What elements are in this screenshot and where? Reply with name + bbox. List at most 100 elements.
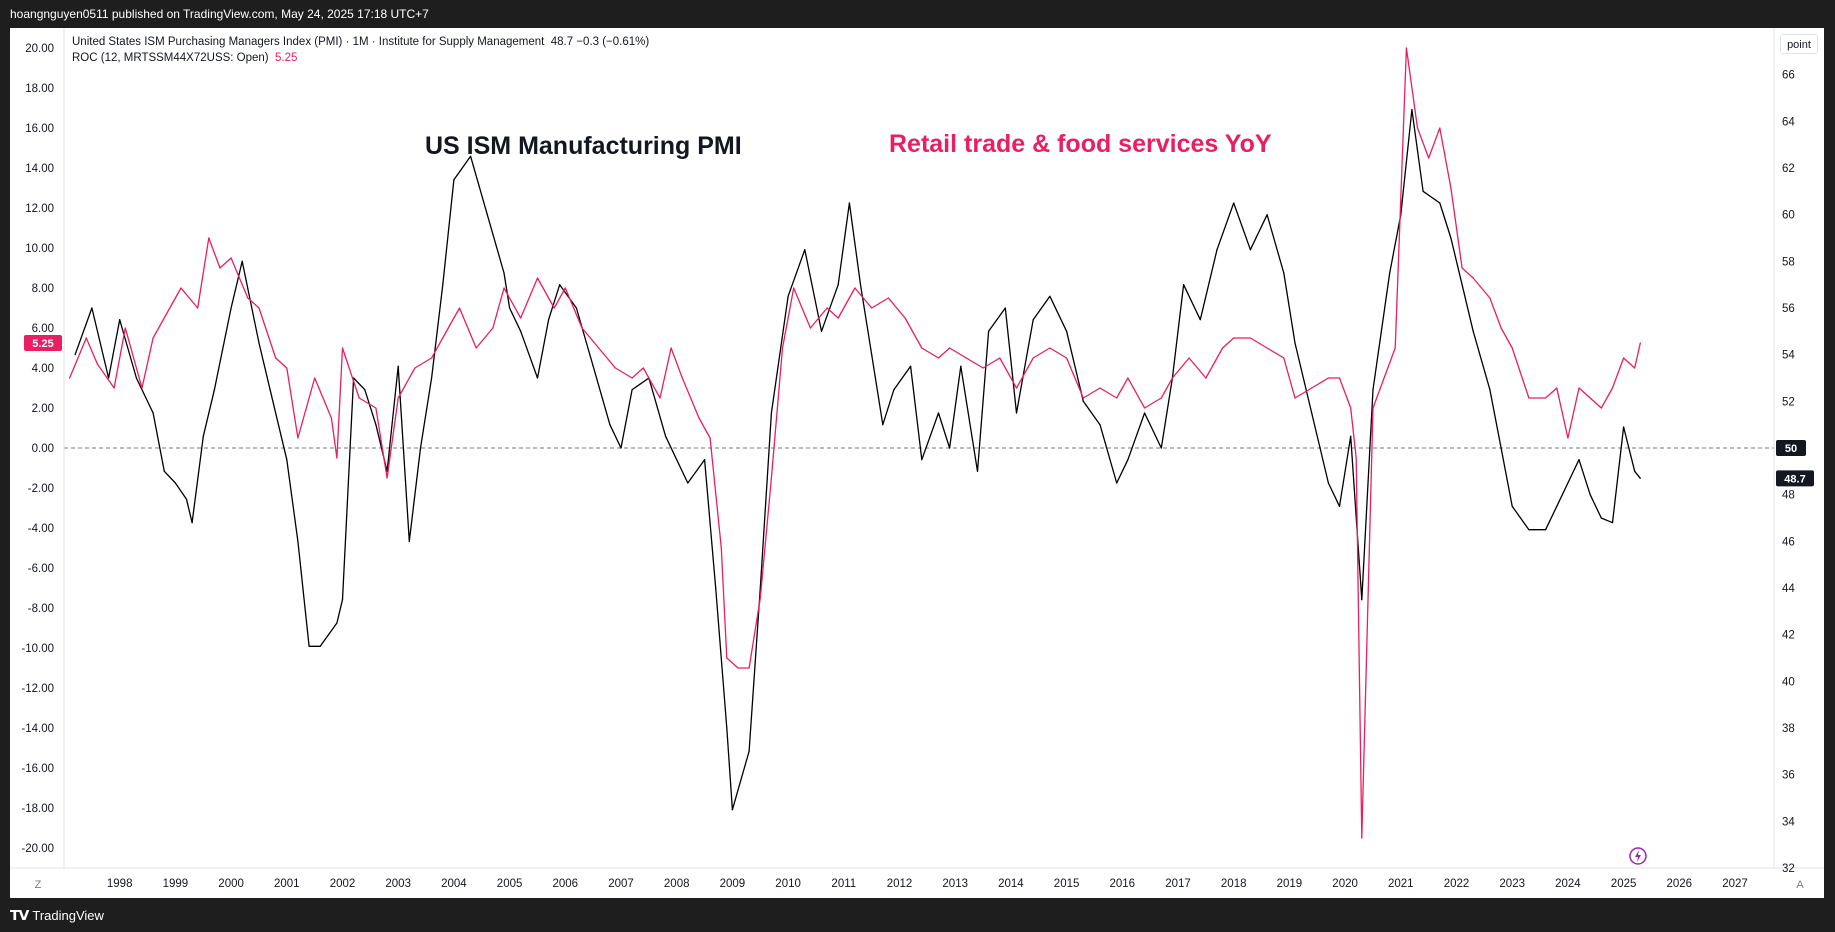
- retail-roc-point: [536, 277, 539, 279]
- right-tick-label: 66: [1782, 70, 1795, 82]
- right-tick-label: 42: [1782, 630, 1795, 642]
- x-tick-label: 2018: [1221, 878, 1247, 890]
- ism-pmi-point: [269, 389, 271, 391]
- ism-pmi-point: [1411, 109, 1413, 111]
- ism-pmi-point: [575, 307, 578, 309]
- left-tick-label: -10.00: [21, 643, 54, 655]
- ism-pmi-point: [258, 342, 260, 344]
- ism-pmi-point: [336, 622, 338, 624]
- unit-button[interactable]: point: [1780, 34, 1818, 54]
- retail-roc-point: [1472, 277, 1474, 279]
- retail-roc-point: [230, 257, 232, 259]
- right-tick-label: 32: [1782, 863, 1795, 875]
- retail-roc-point: [1623, 357, 1625, 359]
- pmi-reference-badge-bg: [1776, 440, 1806, 456]
- ism-pmi-point: [135, 377, 138, 379]
- retail-roc-point: [581, 327, 583, 329]
- retail-roc-point: [670, 347, 672, 349]
- x-tick-label: 2006: [553, 878, 579, 890]
- ism-pmi-point: [503, 272, 505, 274]
- left-tick-label: 4.00: [32, 363, 54, 375]
- x-tick-label: 2008: [664, 878, 690, 890]
- ism-pmi-point: [1004, 307, 1006, 309]
- ism-pmi-point: [1461, 284, 1463, 286]
- x-tick-label: 2015: [1054, 878, 1080, 890]
- retail-roc-point: [681, 377, 683, 379]
- retail-roc-point: [1461, 267, 1463, 269]
- ism-pmi-point: [1143, 412, 1146, 414]
- retail-roc-point: [85, 337, 87, 339]
- ism-pmi-point: [230, 307, 232, 309]
- ism-pmi-point: [1294, 342, 1296, 344]
- ism-pmi-point: [509, 307, 511, 309]
- retail-roc-point: [642, 367, 644, 369]
- roc-last-value-badge: 5.25: [32, 338, 53, 350]
- ism-pmi-point: [431, 377, 433, 379]
- x-tick-label: 2014: [998, 878, 1024, 890]
- time-axis-left-button[interactable]: Z: [35, 879, 42, 891]
- retail-roc-point: [375, 407, 377, 409]
- ism-pmi-point: [286, 459, 288, 461]
- retail-roc-point: [1032, 357, 1034, 359]
- ism-pmi-point: [536, 377, 539, 379]
- retail-roc-point: [1143, 407, 1146, 409]
- ism-pmi-point: [119, 319, 121, 321]
- retail-roc-point: [336, 457, 338, 459]
- left-tick-label: -16.00: [21, 763, 54, 775]
- retail-roc-point: [854, 287, 856, 289]
- ism-pmi-point: [1283, 272, 1285, 274]
- ism-pmi-point: [353, 377, 355, 379]
- ism-pmi-point: [74, 354, 76, 356]
- retail-roc-point: [809, 327, 811, 329]
- right-tick-label: 56: [1782, 303, 1795, 315]
- ism-pmi-point: [1511, 505, 1513, 507]
- x-tick-label: 2002: [330, 878, 356, 890]
- retail-roc-point: [949, 347, 951, 349]
- ism-pmi-point: [949, 447, 951, 449]
- left-tick-label: -12.00: [21, 683, 54, 695]
- ism-pmi-point: [1545, 529, 1547, 531]
- ism-pmi-point: [1634, 470, 1636, 472]
- ism-pmi-point: [921, 459, 923, 461]
- ism-pmi-point: [1015, 412, 1018, 414]
- ism-pmi-point: [592, 365, 594, 367]
- retail-roc-point: [999, 357, 1001, 359]
- chart-frame[interactable]: [10, 28, 1824, 898]
- retail-roc-point: [492, 327, 494, 329]
- retail-roc-point: [475, 347, 477, 349]
- tradingview-logo-icon: 𝗧𝗩: [10, 907, 29, 923]
- retail-roc-point: [1049, 347, 1051, 349]
- ism-pmi-point: [1567, 482, 1569, 484]
- ism-pmi-point: [631, 389, 633, 391]
- retail-roc-point: [1355, 457, 1357, 459]
- ism-pmi-point: [1233, 202, 1235, 204]
- tradingview-brand[interactable]: 𝗧𝗩 TradingView: [10, 907, 104, 924]
- ism-pmi-point: [1611, 522, 1614, 524]
- retail-roc-point: [1489, 297, 1491, 299]
- auto-scale-button[interactable]: A: [1796, 879, 1804, 891]
- retail-roc-point: [208, 237, 210, 239]
- ism-pmi-point: [770, 412, 772, 414]
- right-tick-label: 58: [1782, 256, 1795, 268]
- retail-roc-point: [1294, 397, 1296, 399]
- ism-pmi-point: [1327, 482, 1329, 484]
- ism-pmi-point: [1082, 400, 1084, 402]
- ism-pmi-point: [91, 307, 93, 309]
- retail-roc-point: [1578, 387, 1580, 389]
- ism-pmi-point: [871, 354, 873, 356]
- ism-pmi-point: [820, 330, 823, 332]
- retail-roc-point: [1361, 837, 1363, 839]
- retail-roc-point: [1639, 342, 1641, 344]
- ism-pmi-point: [397, 365, 399, 367]
- left-tick-label: -20.00: [21, 843, 54, 855]
- ism-pmi-point: [609, 424, 611, 426]
- retail-roc-point: [659, 397, 661, 399]
- ism-pmi-point: [687, 482, 689, 484]
- retail-roc-point: [1171, 377, 1174, 379]
- retail-roc-point: [358, 397, 360, 399]
- x-tick-label: 2009: [720, 878, 746, 890]
- left-tick-label: 2.00: [32, 403, 54, 415]
- right-tick-label: 44: [1782, 583, 1795, 595]
- right-tick-label: 54: [1782, 350, 1795, 362]
